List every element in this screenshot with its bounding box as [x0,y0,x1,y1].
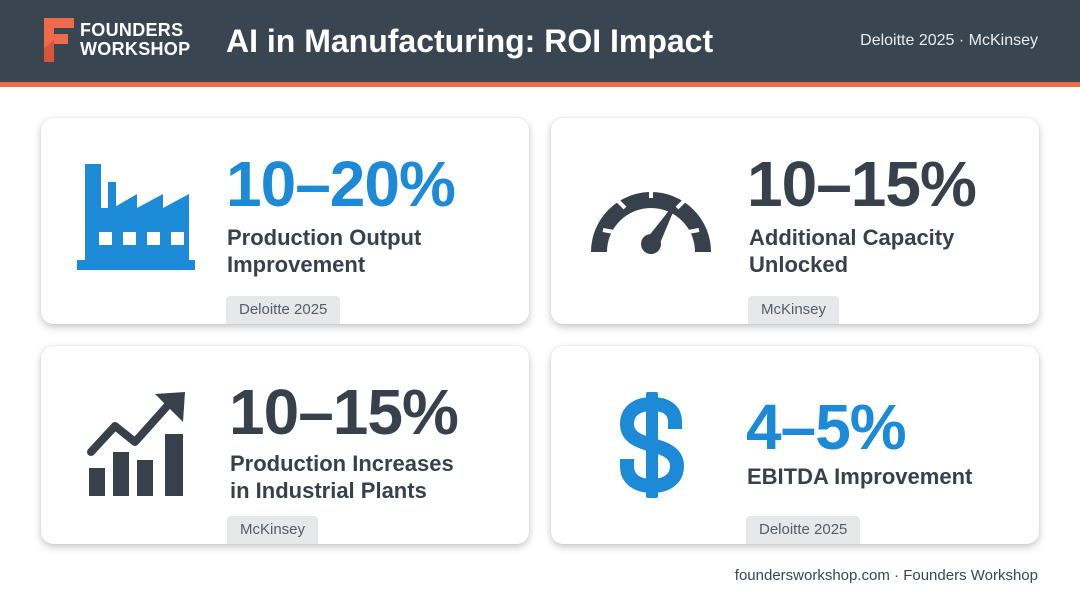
stat-card-production-increases: 10–15% Production Increases in Industria… [41,346,529,544]
stat-label-line-1: Production Increases [230,451,454,476]
brand-logo[interactable]: FOUNDERS WORKSHOP [40,18,190,62]
brand-line-1: FOUNDERS [80,20,184,40]
stat-value: 10–15% [229,376,459,448]
factory-icon [77,164,195,270]
dollar-icon [619,392,685,498]
stat-label-line-2: Improvement [227,252,366,277]
stat-label: Additional Capacity Unlocked [749,224,954,278]
growth-chart-icon [87,392,185,496]
header-sources: Deloitte 2025 · McKinsey [860,32,1038,49]
brand-name: FOUNDERS WORKSHOP [80,21,190,59]
stat-value: 10–20% [226,148,456,220]
stat-card-additional-capacity: 10–15% Additional Capacity Unlocked McKi… [551,118,1039,324]
stat-label: Production Increases in Industrial Plant… [230,450,454,504]
header-accent-stripe [0,82,1080,87]
stat-label-line-1: EBITDA Improvement [747,464,973,489]
stat-label: EBITDA Improvement [747,463,972,490]
stat-label-line-2: Unlocked [749,252,849,277]
source-badge: Deloitte 2025 [226,296,341,324]
stat-card-ebitda: 4–5% EBITDA Improvement Deloitte 2025 [551,346,1039,544]
stat-card-production-output: 10–20% Production Output Improvement Del… [41,118,529,324]
stat-value: 10–15% [747,148,977,220]
brand-line-2: WORKSHOP [80,39,191,59]
stat-label: Production Output Improvement [227,224,421,278]
speedometer-icon [591,186,711,254]
logo-f-icon [44,18,74,62]
stat-value: 4–5% [746,391,907,463]
source-badge: McKinsey [227,516,319,544]
footer-credit[interactable]: foundersworkshop.com · Founders Workshop [734,567,1038,584]
header-bar: FOUNDERS WORKSHOP AI in Manufacturing: R… [0,0,1080,82]
page-title: AI in Manufacturing: ROI Impact [226,23,714,59]
stat-label-line-2: in Industrial Plants [230,478,427,503]
stat-label-line-1: Production Output [227,225,422,250]
source-badge: McKinsey [748,296,840,324]
source-badge: Deloitte 2025 [746,516,861,544]
stat-label-line-1: Additional Capacity [749,225,955,250]
